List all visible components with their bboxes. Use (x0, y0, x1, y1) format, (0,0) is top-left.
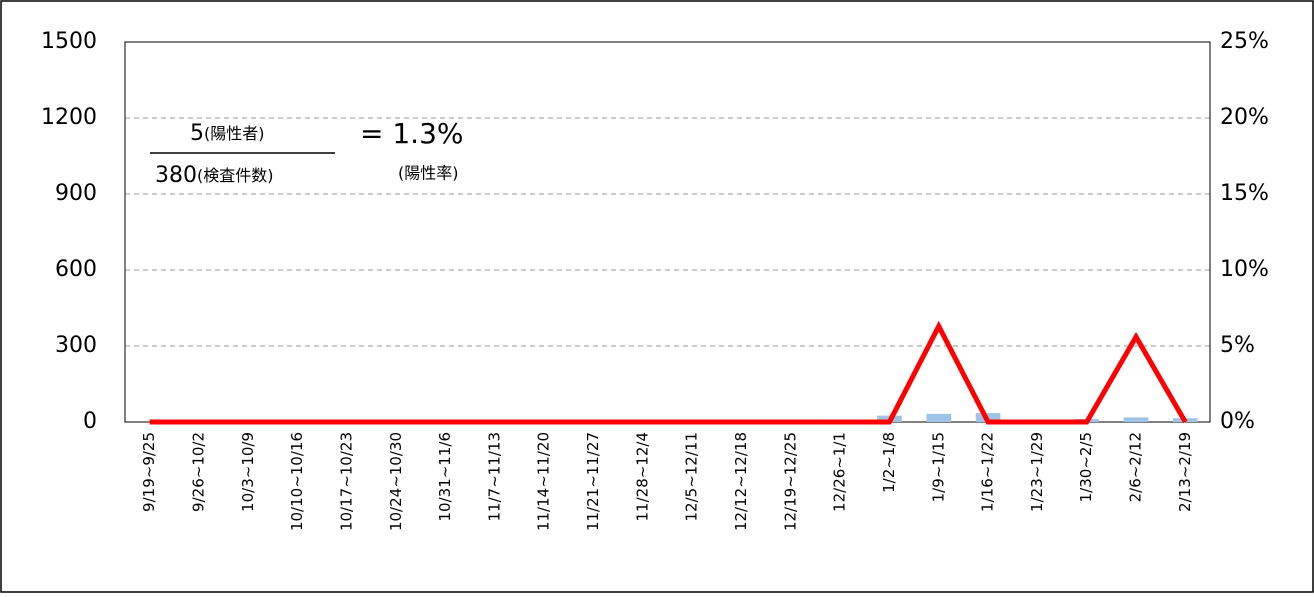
x-tick-label: 9/19~9/25 (140, 432, 158, 512)
y-tick-label: 0 (83, 409, 97, 434)
x-tick-label: 12/5~12/11 (683, 432, 701, 521)
x-tick-label: 10/31~11/6 (436, 432, 454, 521)
y-tick-label: 1500 (41, 29, 97, 54)
x-tick-label: 1/16~1/22 (979, 432, 997, 512)
annotation-result-note: (陽性率) (398, 164, 459, 183)
plot: 0 300 600 900 1200 1500 0% 5% 10% 15% 20% 25% 9/19~9… (41, 29, 1269, 531)
x-tick-label: 2/6~2/12 (1127, 432, 1145, 502)
bar (926, 414, 951, 422)
x-tick-label: 2/13~2/19 (1176, 432, 1194, 512)
x-tick-label: 10/24~10/30 (387, 432, 405, 531)
denominator-note: (検査件数) (197, 166, 274, 185)
y2-tick-label: 20% (1220, 105, 1269, 130)
x-tick-label: 11/14~11/20 (535, 432, 553, 531)
numerator: 5 (190, 121, 204, 146)
y2-tick-label: 15% (1220, 181, 1269, 206)
x-tick-label: 11/21~11/27 (584, 432, 602, 531)
y-tick-label: 900 (55, 181, 97, 206)
x-tick-label: 12/19~12/25 (781, 432, 799, 531)
x-tick-label: 1/23~1/29 (1028, 432, 1046, 512)
annotation-denominator: 380(検査件数) (155, 163, 274, 188)
x-tick-label: 9/26~10/2 (189, 432, 207, 512)
x-tick-label: 1/9~1/15 (929, 432, 947, 502)
plot-border (125, 42, 1210, 422)
x-tick-label: 10/17~10/23 (337, 432, 355, 531)
y2-tick-label: 25% (1220, 29, 1269, 54)
y2-tick-label: 5% (1220, 333, 1255, 358)
line (150, 326, 1186, 422)
bar (1124, 417, 1149, 422)
x-tick-label: 11/7~11/13 (485, 432, 503, 521)
annotation-result: = 1.3% (360, 117, 464, 150)
y2-tick-label: 10% (1220, 257, 1269, 282)
y-tick-label: 300 (55, 333, 97, 358)
x-tick-label: 12/26~1/1 (831, 432, 849, 512)
numerator-note: (陽性者) (204, 124, 265, 143)
x-tick-label: 1/2~1/8 (880, 432, 898, 493)
y2-tick-label: 0% (1220, 409, 1255, 434)
x-tick-label: 10/10~10/16 (288, 432, 306, 531)
denominator: 380 (155, 163, 197, 188)
annotation-numerator: 5(陽性者) (190, 121, 265, 146)
y-tick-label: 1200 (41, 105, 97, 130)
x-tick-label: 12/12~12/18 (732, 432, 750, 531)
x-tick-label: 1/30~2/5 (1077, 432, 1095, 502)
y-tick-label: 600 (55, 257, 97, 282)
x-tick-label: 11/28~12/4 (633, 432, 651, 521)
x-tick-label: 10/3~10/9 (239, 432, 257, 512)
